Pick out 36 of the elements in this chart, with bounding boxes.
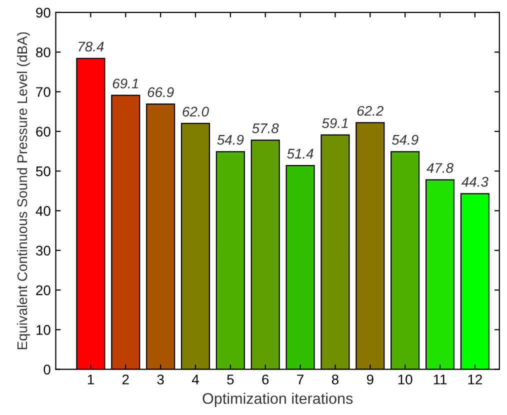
y-tick-label: 40 [36,206,50,216]
x-tick-label: 7 [297,374,304,384]
data-label: 78.4 [78,42,104,52]
x-tick-label: 1 [88,374,94,384]
data-label: 54.9 [217,134,244,145]
y-tick-label: 70 [36,87,50,97]
x-axis-title: Optimization iterations [202,392,353,407]
y-tick-label: 10 [36,325,50,335]
y-tick-label: 60 [36,126,50,137]
x-tick-label: 2 [122,374,129,384]
x-tick-label: 11 [434,374,447,384]
data-label: 66.9 [148,87,174,98]
data-label: 44.3 [462,176,488,187]
data-label: 62.0 [182,106,209,117]
x-tick-label: 6 [262,374,269,384]
data-label: 57.8 [252,123,279,134]
y-tick-label: 20 [36,285,50,296]
y-axis-title: Equivalent Continuous Sound Pressure Level (dBA) [16,32,30,350]
x-tick-label: 5 [227,374,234,384]
x-tick-label: 4 [192,374,199,384]
y-tick-label: 50 [36,166,50,176]
data-label: 51.4 [287,148,314,159]
x-tick-label: 10 [398,374,412,384]
y-tick-label: 90 [36,8,50,18]
data-label: 54.9 [392,134,418,145]
x-tick-label: 12 [468,374,482,384]
y-tick-label: 0 [44,364,50,375]
y-tick-label: 30 [36,246,50,256]
x-tick-label: 9 [366,374,374,384]
y-tick-label: 80 [36,47,50,58]
data-label: 62.2 [357,106,384,116]
data-label: 69.1 [112,78,138,88]
x-tick-label: 3 [157,374,164,384]
data-label: 59.1 [322,118,348,128]
x-tick-label: 8 [332,374,338,384]
data-label: 47.8 [426,163,454,173]
